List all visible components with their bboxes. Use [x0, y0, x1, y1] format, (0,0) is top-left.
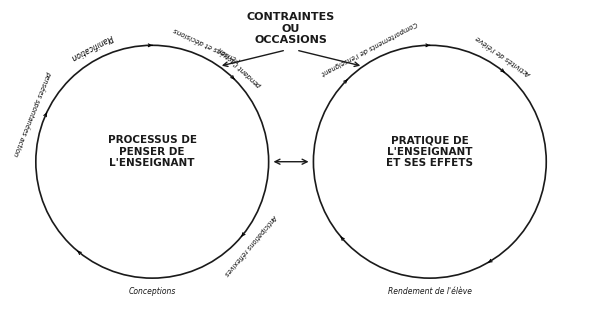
- Text: Pensées et décisions: Pensées et décisions: [173, 26, 241, 63]
- Text: Planification: Planification: [69, 33, 114, 63]
- Text: Conceptions: Conceptions: [128, 287, 176, 296]
- Text: pendant l'action: pendant l'action: [217, 45, 263, 89]
- Text: Anticipations réflexives: Anticipations réflexives: [224, 213, 279, 277]
- Text: pensées spontanées action: pensées spontanées action: [12, 70, 53, 157]
- Text: Activités de l'élève: Activités de l'élève: [475, 34, 533, 77]
- Text: Comportements de l'enseignant: Comportements de l'enseignant: [320, 20, 418, 75]
- Text: PRATIQUE DE
L'ENSEIGNANT
ET SES EFFETS: PRATIQUE DE L'ENSEIGNANT ET SES EFFETS: [386, 135, 473, 168]
- Text: PROCESSUS DE
PENSER DE
L'ENSEIGNANT: PROCESSUS DE PENSER DE L'ENSEIGNANT: [107, 135, 197, 168]
- Text: CONTRAINTES
OU
OCCASIONS: CONTRAINTES OU OCCASIONS: [247, 12, 335, 45]
- Text: Rendement de l'élève: Rendement de l'élève: [388, 287, 472, 296]
